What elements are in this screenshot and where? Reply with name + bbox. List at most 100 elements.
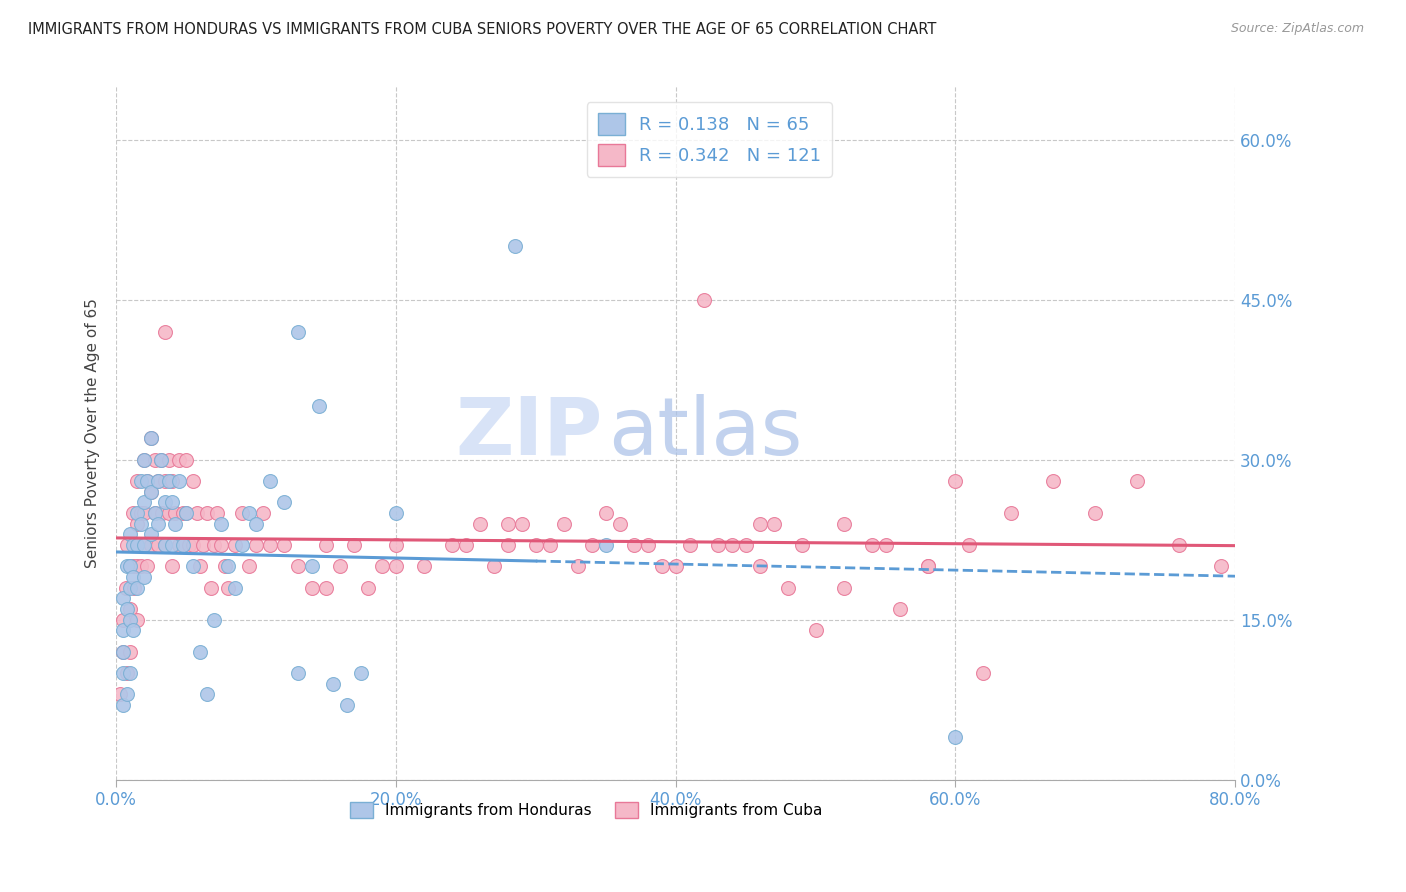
- Point: [1126, 474, 1149, 488]
- Point: [141, 484, 163, 499]
- Point: [167, 538, 190, 552]
- Point: [150, 452, 173, 467]
- Point: [127, 581, 149, 595]
- Point: [1211, 559, 1233, 574]
- Point: [120, 559, 142, 574]
- Point: [503, 239, 526, 253]
- Point: [259, 538, 281, 552]
- Point: [127, 474, 149, 488]
- Point: [191, 538, 214, 552]
- Point: [127, 559, 149, 574]
- Point: [155, 495, 177, 509]
- Point: [120, 559, 142, 574]
- Point: [188, 559, 211, 574]
- Point: [157, 506, 180, 520]
- Point: [860, 538, 883, 552]
- Point: [174, 452, 197, 467]
- Point: [122, 624, 145, 638]
- Point: [136, 474, 159, 488]
- Point: [157, 474, 180, 488]
- Point: [160, 495, 183, 509]
- Point: [134, 538, 156, 552]
- Point: [273, 495, 295, 509]
- Point: [160, 559, 183, 574]
- Point: [336, 698, 359, 712]
- Point: [195, 506, 218, 520]
- Point: [122, 559, 145, 574]
- Text: IMMIGRANTS FROM HONDURAS VS IMMIGRANTS FROM CUBA SENIORS POVERTY OVER THE AGE OF: IMMIGRANTS FROM HONDURAS VS IMMIGRANTS F…: [28, 22, 936, 37]
- Point: [152, 506, 174, 520]
- Point: [238, 506, 260, 520]
- Point: [637, 538, 659, 552]
- Legend: Immigrants from Honduras, Immigrants from Cuba: Immigrants from Honduras, Immigrants fro…: [344, 796, 828, 824]
- Point: [181, 474, 204, 488]
- Point: [117, 687, 139, 701]
- Point: [112, 613, 135, 627]
- Point: [720, 538, 742, 552]
- Point: [117, 602, 139, 616]
- Point: [287, 665, 309, 680]
- Text: Source: ZipAtlas.com: Source: ZipAtlas.com: [1230, 22, 1364, 36]
- Point: [120, 645, 142, 659]
- Point: [200, 581, 222, 595]
- Point: [112, 698, 135, 712]
- Point: [117, 665, 139, 680]
- Point: [224, 538, 246, 552]
- Point: [131, 559, 153, 574]
- Point: [804, 624, 827, 638]
- Point: [112, 645, 135, 659]
- Point: [202, 538, 225, 552]
- Point: [706, 538, 728, 552]
- Point: [790, 538, 813, 552]
- Point: [163, 516, 186, 531]
- Point: [112, 665, 135, 680]
- Text: ZIP: ZIP: [456, 394, 603, 472]
- Point: [188, 645, 211, 659]
- Point: [762, 516, 785, 531]
- Point: [124, 581, 146, 595]
- Point: [141, 431, 163, 445]
- Point: [172, 538, 194, 552]
- Point: [214, 559, 236, 574]
- Point: [245, 538, 267, 552]
- Point: [122, 506, 145, 520]
- Point: [127, 516, 149, 531]
- Point: [301, 581, 323, 595]
- Point: [972, 665, 994, 680]
- Point: [145, 452, 167, 467]
- Point: [167, 474, 190, 488]
- Y-axis label: Seniors Poverty Over the Age of 65: Seniors Poverty Over the Age of 65: [86, 298, 100, 568]
- Point: [150, 452, 173, 467]
- Point: [832, 516, 855, 531]
- Point: [329, 559, 352, 574]
- Point: [259, 474, 281, 488]
- Point: [181, 538, 204, 552]
- Point: [875, 538, 897, 552]
- Point: [134, 452, 156, 467]
- Point: [172, 506, 194, 520]
- Point: [651, 559, 673, 574]
- Point: [567, 559, 589, 574]
- Text: atlas: atlas: [609, 394, 803, 472]
- Point: [131, 506, 153, 520]
- Point: [482, 559, 505, 574]
- Point: [115, 581, 138, 595]
- Point: [454, 538, 477, 552]
- Point: [174, 506, 197, 520]
- Point: [538, 538, 561, 552]
- Point: [231, 506, 253, 520]
- Point: [287, 325, 309, 339]
- Point: [131, 516, 153, 531]
- Point: [917, 559, 939, 574]
- Point: [110, 687, 132, 701]
- Point: [748, 516, 770, 531]
- Point: [1000, 506, 1022, 520]
- Point: [496, 516, 519, 531]
- Point: [163, 506, 186, 520]
- Point: [112, 624, 135, 638]
- Point: [148, 538, 170, 552]
- Point: [181, 559, 204, 574]
- Point: [734, 538, 756, 552]
- Point: [167, 452, 190, 467]
- Point: [917, 559, 939, 574]
